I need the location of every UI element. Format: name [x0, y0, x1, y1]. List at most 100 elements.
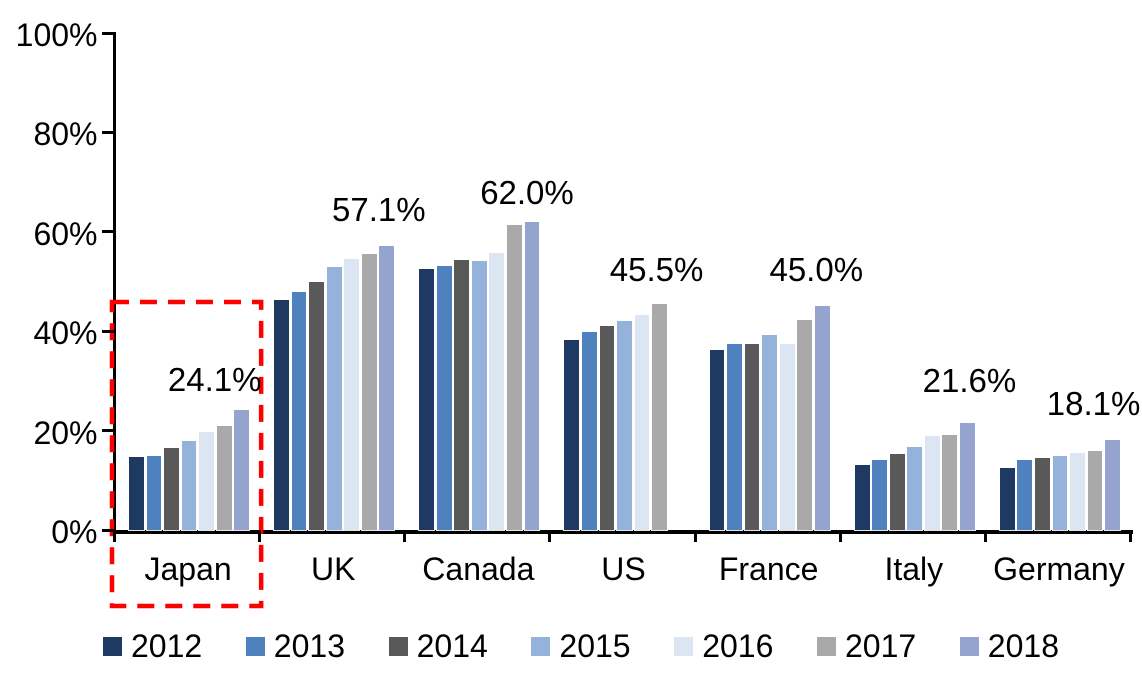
legend-swatch-icon — [959, 636, 979, 656]
bar-japan-2016 — [199, 431, 214, 530]
legend-label: 2013 — [273, 628, 345, 664]
bar-france-2014 — [744, 343, 760, 530]
bar-canada-2013 — [436, 265, 452, 530]
y-axis-tick — [101, 130, 116, 134]
bar-japan-2014 — [164, 447, 179, 530]
category-label-france: France — [718, 551, 819, 587]
legend-item-2016: 2016 — [674, 628, 774, 664]
x-axis-tick — [693, 530, 697, 542]
group-value-label: 45.0% — [769, 251, 864, 289]
bar-canada-2015 — [471, 260, 487, 530]
bar-japan-2018 — [234, 410, 250, 530]
category-label-italy: Italy — [884, 551, 944, 587]
y-axis-tick-label: 20% — [33, 414, 98, 451]
category-label-canada: Canada — [422, 551, 535, 587]
bar-uk-2016 — [344, 259, 360, 530]
x-axis-tick — [548, 530, 552, 542]
bar-italy-2018 — [960, 422, 975, 530]
bar-uk-2015 — [326, 266, 342, 530]
legend-swatch-icon — [245, 636, 265, 656]
group-value-label: 24.1% — [167, 361, 262, 399]
legend-item-2013: 2013 — [245, 628, 345, 664]
y-axis-tick — [101, 528, 116, 532]
x-axis-tick — [403, 530, 407, 542]
bar-italy-2016 — [924, 435, 940, 530]
legend-label: 2018 — [987, 628, 1059, 664]
bar-germany-2017 — [1087, 451, 1103, 530]
legend-swatch-icon — [817, 636, 836, 656]
y-axis-tick-label: 60% — [33, 215, 98, 252]
bar-france-2016 — [779, 344, 795, 530]
category-label-uk: UK — [310, 551, 356, 587]
bar-italy-2012 — [854, 464, 870, 530]
bar-uk-2018 — [379, 246, 395, 530]
x-axis-tick — [113, 530, 116, 542]
legend-label: 2014 — [416, 628, 488, 664]
legend-swatch-icon — [674, 636, 694, 656]
group-value-label: 57.1% — [332, 191, 426, 229]
legend-item-2017: 2017 — [817, 628, 917, 664]
x-axis-tick — [983, 530, 987, 542]
legend-label: 2015 — [559, 628, 631, 664]
bar-canada-2016 — [489, 252, 505, 530]
group-value-label: 45.5% — [609, 250, 704, 288]
bar-italy-2015 — [907, 446, 923, 530]
bar-uk-2017 — [361, 253, 377, 530]
bar-france-2015 — [762, 335, 778, 530]
legend-label: 2012 — [131, 628, 203, 664]
bar-us-2013 — [581, 332, 597, 530]
bar-us-2014 — [599, 326, 615, 530]
bar-japan-2017 — [216, 425, 232, 530]
x-axis-tick — [838, 530, 842, 542]
bar-us-2012 — [564, 340, 580, 530]
bar-canada-2014 — [454, 259, 470, 530]
bar-canada-2017 — [507, 225, 522, 530]
legend-label: 2017 — [845, 628, 917, 664]
bar-us-2015 — [617, 321, 632, 530]
y-axis-tick-label: 100% — [15, 17, 98, 53]
y-axis-line — [112, 33, 116, 532]
bar-uk-2012 — [274, 299, 289, 530]
legend-item-2012: 2012 — [103, 628, 203, 664]
bar-uk-2013 — [291, 292, 307, 530]
legend-item-2015: 2015 — [531, 628, 631, 664]
bar-germany-2014 — [1034, 457, 1050, 530]
y-axis-tick-label: 80% — [33, 116, 98, 153]
legend-swatch-icon — [531, 636, 551, 656]
group-value-label: 21.6% — [922, 361, 1017, 399]
legend-label: 2016 — [702, 628, 774, 664]
bar-italy-2013 — [872, 460, 888, 530]
y-axis-tick-label: 40% — [33, 315, 98, 352]
bar-italy-2014 — [889, 454, 905, 530]
x-axis-tick — [1129, 530, 1132, 542]
legend-item-2018: 2018 — [959, 628, 1059, 664]
bar-france-2013 — [727, 343, 742, 530]
bar-france-2017 — [797, 320, 813, 530]
x-axis-line — [112, 530, 1133, 534]
legend-swatch-icon — [103, 636, 122, 656]
y-axis-tick — [101, 31, 116, 35]
bar-france-2018 — [814, 306, 830, 530]
bar-italy-2017 — [942, 434, 958, 530]
bar-japan-2013 — [146, 455, 162, 530]
bar-uk-2014 — [309, 282, 325, 530]
bar-germany-2016 — [1070, 452, 1085, 530]
legend-item-2014: 2014 — [388, 628, 488, 664]
category-label-us: US — [601, 551, 646, 587]
category-label-germany: Germany — [993, 551, 1125, 587]
y-axis-tick — [101, 230, 116, 234]
category-label-japan: Japan — [144, 551, 232, 587]
bar-germany-2013 — [1017, 460, 1033, 530]
bar-germany-2012 — [999, 467, 1015, 530]
group-value-label: 62.0% — [480, 173, 574, 211]
bar-us-2017 — [652, 303, 667, 530]
y-axis-tick — [101, 329, 116, 333]
bar-germany-2015 — [1052, 456, 1068, 530]
y-axis-tick — [101, 429, 116, 433]
y-axis-tick-label: 0% — [51, 514, 98, 550]
bar-france-2012 — [709, 349, 725, 530]
x-axis-tick — [258, 530, 262, 542]
bar-japan-2015 — [181, 440, 197, 530]
bar-germany-2018 — [1105, 440, 1120, 530]
